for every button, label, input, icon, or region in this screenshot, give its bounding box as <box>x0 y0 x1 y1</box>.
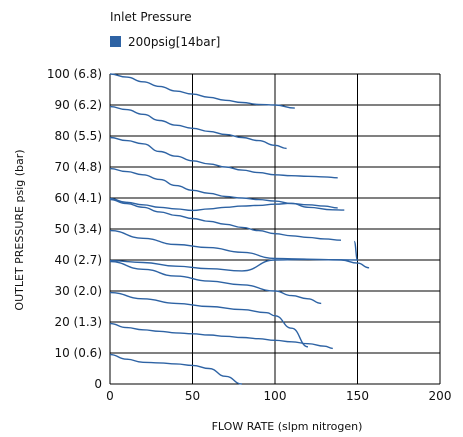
y-tick-label-5: 50 (3.4) <box>54 222 102 236</box>
y-tick-label-3: 30 (2.0) <box>54 284 102 298</box>
x-tick-label-0: 0 <box>106 389 114 403</box>
x-tick-label-1: 50 <box>185 389 200 403</box>
series-line-3 <box>109 260 322 305</box>
x-tick-label-3: 150 <box>346 389 369 403</box>
x-axis-title: FLOW RATE (slpm nitrogen) <box>212 420 363 433</box>
y-tick-label-10: 100 (6.8) <box>47 67 102 81</box>
series-group <box>109 73 370 385</box>
x-tick-labels: 0 50 100 150 200 <box>106 389 451 403</box>
y-tick-label-0: 0 <box>94 377 102 391</box>
y-tick-label-7: 70 (4.8) <box>54 160 102 174</box>
y-tick-label-9: 90 (6.2) <box>54 98 102 112</box>
series-line-2 <box>109 291 309 348</box>
y-tick-label-8: 80 (5.5) <box>54 129 102 143</box>
y-tick-label-4: 40 (2.7) <box>54 253 102 267</box>
series-line-6 <box>109 198 342 241</box>
y-tick-label-6: 60 (4.1) <box>54 191 102 205</box>
x-tick-label-4: 200 <box>429 389 452 403</box>
legend-title: Inlet Pressure <box>110 10 192 24</box>
series-line-7 <box>109 197 345 212</box>
series-line-11 <box>109 73 295 109</box>
series-line-9 <box>109 136 338 179</box>
series-line-0 <box>109 353 243 385</box>
y-tick-label-1: 10 (0.6) <box>54 346 102 360</box>
y-tick-labels: 0 10 (0.6) 20 (1.3) 30 (2.0) 40 (2.7) 50 (3.4… <box>47 67 102 391</box>
y-tick-label-2: 20 (1.3) <box>54 315 102 329</box>
legend-label: 200psig[14bar] <box>128 35 220 49</box>
series-line-5 <box>109 229 359 261</box>
series-line-8 <box>109 167 338 209</box>
series-line-4 <box>109 258 370 272</box>
x-tick-label-2: 100 <box>264 389 287 403</box>
y-axis-title: OUTLET PRESSURE psig (bar) <box>13 149 26 310</box>
legend-swatch <box>110 36 121 47</box>
series-line-10 <box>109 105 287 150</box>
